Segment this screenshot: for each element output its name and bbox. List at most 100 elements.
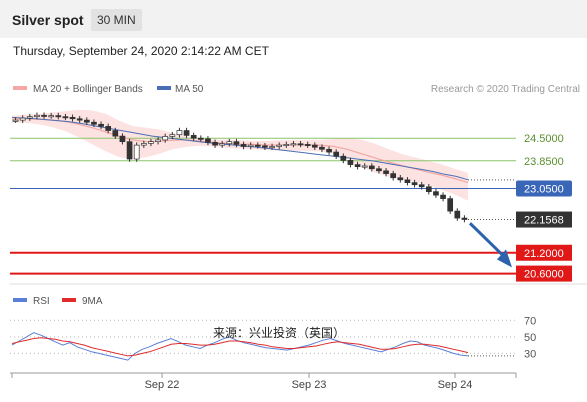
candle-body-55 — [404, 179, 411, 183]
watermark-text: 来源：兴业投资（英国） — [213, 325, 345, 340]
candle-body-62 — [454, 210, 461, 219]
rsi-ma-line — [11, 337, 469, 357]
last-price-label-bg — [516, 211, 572, 228]
credit-text: Research © 2020 Trading Central — [431, 84, 580, 95]
rsi-plot-layer: 30 50 70 — [10, 315, 536, 361]
candle-body-9 — [76, 118, 83, 121]
bollinger-band-fill — [12, 109, 468, 201]
ma20-legend-swatch — [13, 86, 27, 90]
candle-body-5 — [48, 115, 55, 118]
candle-body-31 — [233, 141, 240, 145]
forecast-arrow-head — [497, 249, 512, 268]
candle-body-19 — [148, 141, 154, 144]
candle-body-61 — [447, 198, 454, 212]
rsi-ma-legend-swatch — [62, 298, 76, 302]
rsi-legend-swatch — [13, 298, 27, 302]
candle-body-26 — [197, 137, 204, 140]
candle-body-29 — [219, 143, 226, 146]
candle-body-6 — [55, 115, 62, 118]
candle-body-13 — [105, 126, 112, 131]
x-axis-layer: Sep 22 Sep 23 Sep 24 — [11, 373, 517, 391]
level-label-0: 24.5000 — [524, 133, 564, 145]
candle-body-35 — [262, 145, 268, 148]
candle-body-8 — [69, 117, 76, 120]
level-label-5: 20.6000 — [524, 269, 564, 281]
candle-body-27 — [205, 138, 211, 143]
candle-body-1 — [19, 117, 26, 121]
candle-body-24 — [183, 130, 190, 136]
candle-body-60 — [440, 194, 446, 199]
ma20-line — [11, 118, 469, 184]
candle-body-51 — [376, 168, 382, 172]
candle-body-25 — [190, 135, 197, 139]
candle-body-41 — [304, 144, 311, 146]
support-label-bg-4 — [516, 244, 572, 261]
candle-body-17 — [133, 144, 140, 160]
candle-body-56 — [411, 182, 418, 186]
candle-body-52 — [383, 170, 389, 174]
level-label-2: 23.0500 — [524, 184, 564, 196]
ma20-legend-label: MA 20 + Bollinger Bands — [33, 84, 143, 95]
candle-body-18 — [140, 143, 147, 146]
rsi-ma-legend-label: 9MA — [82, 296, 103, 307]
candle-body-63 — [461, 217, 468, 220]
candle-body-54 — [397, 177, 404, 181]
candle-body-4 — [41, 114, 47, 117]
level-label-4: 21.2000 — [524, 248, 564, 260]
ma50-legend-swatch — [157, 86, 171, 90]
main-plot-layer: 24.5000 23.8500 23.0500 22.1568 21.2000 20.60… — [10, 109, 572, 282]
report-datetime: Thursday, September 24, 2020 2:14:22 AM … — [13, 44, 269, 58]
candle-body-23 — [176, 130, 183, 136]
candle-body-57 — [418, 184, 425, 188]
candle-body-53 — [390, 173, 397, 179]
candle-body-46 — [340, 155, 347, 161]
candle-body-40 — [297, 143, 304, 146]
candle-body-21 — [162, 136, 169, 141]
candle-body-36 — [269, 146, 275, 149]
candle-body-44 — [326, 148, 332, 153]
candle-body-22 — [169, 134, 176, 137]
candle-body-33 — [247, 144, 254, 147]
candle-body-3 — [34, 114, 40, 118]
ma50-legend-label: MA 50 — [175, 84, 204, 95]
candle-body-34 — [254, 144, 261, 147]
candle-body-39 — [290, 143, 297, 146]
candle-body-7 — [62, 116, 69, 119]
candle-body-12 — [98, 123, 104, 127]
candle-body-28 — [212, 142, 218, 146]
rsi-tick-label-1: 50 — [524, 332, 536, 344]
candle-body-0 — [12, 119, 19, 122]
timeframe-badge[interactable]: 30 MIN — [91, 9, 142, 31]
rsi-tick-label-0: 30 — [524, 348, 536, 360]
candle-body-50 — [368, 165, 375, 170]
candle-body-48 — [354, 164, 361, 168]
pivot-label-bg — [516, 180, 572, 197]
x-tick-label-1: Sep 23 — [292, 379, 327, 391]
candle-body-59 — [433, 191, 439, 196]
candle-body-11 — [91, 121, 97, 125]
ma50-line — [11, 116, 469, 181]
forecast-arrow-shaft — [468, 222, 506, 258]
candle-body-20 — [155, 139, 161, 143]
candle-body-45 — [333, 151, 340, 157]
x-tick-label-0: Sep 22 — [145, 379, 180, 391]
candle-body-14 — [112, 130, 119, 137]
rsi-tick-label-2: 70 — [524, 315, 536, 327]
candle-body-30 — [226, 141, 233, 145]
candle-body-42 — [311, 144, 318, 148]
candle-body-16 — [126, 141, 133, 160]
candle-body-58 — [425, 186, 432, 193]
level-label-1: 23.8500 — [524, 156, 564, 168]
support-label-bg-5 — [516, 265, 572, 282]
rsi-legend-label: RSI — [33, 296, 50, 307]
candle-body-38 — [283, 144, 290, 146]
candle-body-32 — [240, 144, 247, 147]
candle-body-10 — [83, 119, 90, 123]
x-tick-label-2: Sep 24 — [438, 379, 473, 391]
candle-body-2 — [26, 116, 33, 119]
candle-body-43 — [319, 146, 325, 150]
level-label-3: 22.1568 — [524, 215, 564, 227]
candle-body-37 — [276, 144, 283, 147]
